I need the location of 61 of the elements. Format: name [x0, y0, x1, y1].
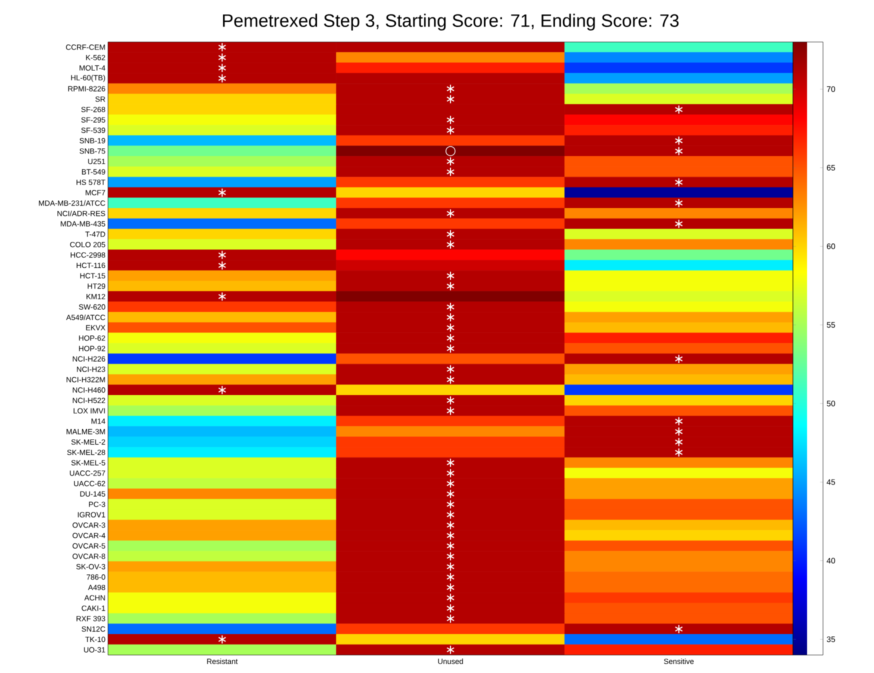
data-label: ∗: [446, 510, 454, 519]
data-label: ∗: [446, 490, 454, 498]
data-label: ∗: [218, 74, 226, 82]
data-label: ∗: [446, 84, 454, 93]
data-label: ∗: [446, 458, 454, 467]
data-label: ∗: [446, 562, 454, 571]
data-label: ∗: [446, 614, 454, 623]
data-label: ∗: [218, 54, 226, 62]
data-label: ∗: [446, 396, 454, 405]
data-label: ○: [446, 146, 456, 156]
data-label: ∗: [446, 500, 454, 508]
data-label: ∗: [446, 334, 454, 342]
data-label: ∗: [218, 635, 226, 644]
data-label: ∗: [446, 594, 454, 602]
data-label: ∗: [446, 552, 454, 560]
data-label: ∗: [446, 116, 454, 124]
data-label: ∗: [446, 282, 454, 290]
data-label: ∗: [446, 531, 454, 540]
data-label: ∗: [446, 95, 454, 104]
data-label: ∗: [218, 43, 226, 52]
data-label: ∗: [446, 344, 454, 353]
data-label: ∗: [446, 272, 454, 280]
data-label: ∗: [446, 365, 454, 374]
data-label: ∗: [446, 583, 454, 592]
data-label: ∗: [675, 198, 683, 208]
data-label: ∗: [675, 136, 683, 145]
data-label: ∗: [218, 250, 226, 260]
data-label: ∗: [675, 220, 683, 228]
data-label: ∗: [446, 230, 454, 238]
data-label: ∗: [675, 105, 683, 114]
data-label: ∗: [675, 438, 683, 446]
data-label: ∗: [446, 302, 454, 312]
data-label: ∗: [675, 428, 683, 436]
chart-title: Pemetrexed Step 3, Starting Score: 71, Ending Score: 73: [223, 14, 679, 30]
data-label: ∗: [446, 604, 454, 612]
data-label: ∗: [446, 406, 454, 415]
data-label: ∗: [218, 292, 226, 301]
data-label: ∗: [218, 386, 226, 394]
data-label: ∗: [446, 542, 454, 550]
data-label: ∗: [446, 480, 454, 488]
data-label: ∗: [675, 417, 683, 426]
data-label: ∗: [446, 376, 454, 384]
data-label: ∗: [446, 521, 454, 530]
data-label: ∗: [675, 178, 683, 186]
data-label: ∗: [675, 448, 683, 456]
data-label: ∗: [446, 573, 454, 582]
data-label: ∗: [446, 168, 454, 176]
data-label: ∗: [675, 624, 683, 634]
data-label: ∗: [675, 354, 683, 363]
data-label: ∗: [446, 469, 454, 478]
data-label: ∗: [218, 64, 226, 72]
data-label: ∗: [218, 261, 226, 270]
data-label: ∗: [446, 240, 454, 249]
data-label: ∗: [446, 646, 454, 654]
data-label: ∗: [446, 126, 454, 134]
data-label: ∗: [675, 147, 683, 156]
data-label: ∗: [446, 313, 454, 322]
data-label: ∗: [446, 324, 454, 332]
data-label: ∗: [218, 188, 226, 197]
data-label: ∗: [446, 209, 454, 218]
data-label: ∗: [446, 157, 454, 166]
